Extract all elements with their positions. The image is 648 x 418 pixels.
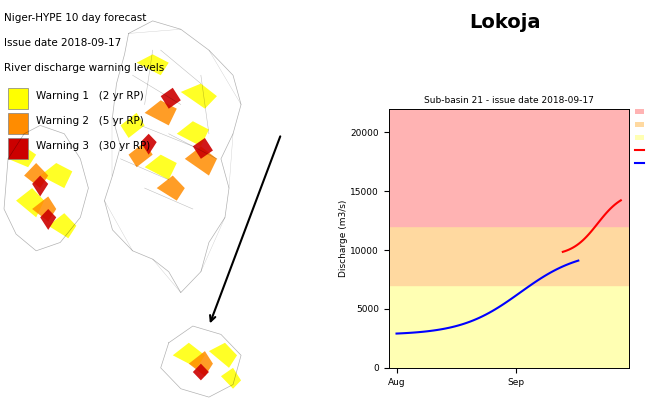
Polygon shape — [40, 209, 56, 230]
Polygon shape — [40, 163, 73, 188]
Text: Issue date 2018-09-17: Issue date 2018-09-17 — [4, 38, 121, 48]
Polygon shape — [16, 188, 44, 217]
Text: Niger-HYPE 10 day forecast: Niger-HYPE 10 day forecast — [4, 13, 146, 23]
Legend: Warning 3 (30 yr RP), Warning 2 (5 yr RP), Warning 1 (2 yr RP), 10 day forecast,: Warning 3 (30 yr RP), Warning 2 (5 yr RP… — [635, 107, 648, 168]
Bar — [389, 227, 629, 285]
Text: River discharge warning levels: River discharge warning levels — [4, 63, 164, 73]
Polygon shape — [8, 146, 36, 167]
Text: Warning 3   (30 yr RP): Warning 3 (30 yr RP) — [36, 141, 150, 151]
Bar — [8, 138, 28, 159]
Polygon shape — [193, 364, 209, 380]
Polygon shape — [181, 84, 217, 109]
Polygon shape — [173, 343, 205, 368]
Text: Warning 1   (2 yr RP): Warning 1 (2 yr RP) — [36, 91, 144, 101]
Polygon shape — [128, 142, 153, 167]
Polygon shape — [48, 213, 76, 238]
Text: Lokoja: Lokoja — [470, 13, 541, 31]
Polygon shape — [177, 121, 209, 146]
Y-axis label: Discharge (m3/s): Discharge (m3/s) — [338, 199, 347, 277]
Polygon shape — [209, 343, 237, 368]
Polygon shape — [145, 155, 177, 180]
Polygon shape — [24, 163, 48, 188]
Polygon shape — [32, 176, 48, 196]
Title: Sub-basin 21 - issue date 2018-09-17: Sub-basin 21 - issue date 2018-09-17 — [424, 96, 594, 105]
Bar — [8, 88, 28, 109]
Polygon shape — [193, 138, 213, 159]
Bar — [8, 113, 28, 134]
Polygon shape — [161, 88, 181, 109]
Polygon shape — [137, 54, 168, 75]
Polygon shape — [141, 134, 157, 155]
Polygon shape — [32, 196, 56, 222]
Bar — [389, 285, 629, 368]
Polygon shape — [221, 368, 241, 389]
Text: Warning 2   (5 yr RP): Warning 2 (5 yr RP) — [36, 116, 144, 126]
Polygon shape — [189, 351, 213, 376]
Polygon shape — [185, 146, 217, 176]
Bar — [389, 109, 629, 227]
Polygon shape — [157, 176, 185, 201]
Polygon shape — [121, 113, 145, 138]
Polygon shape — [145, 100, 177, 125]
